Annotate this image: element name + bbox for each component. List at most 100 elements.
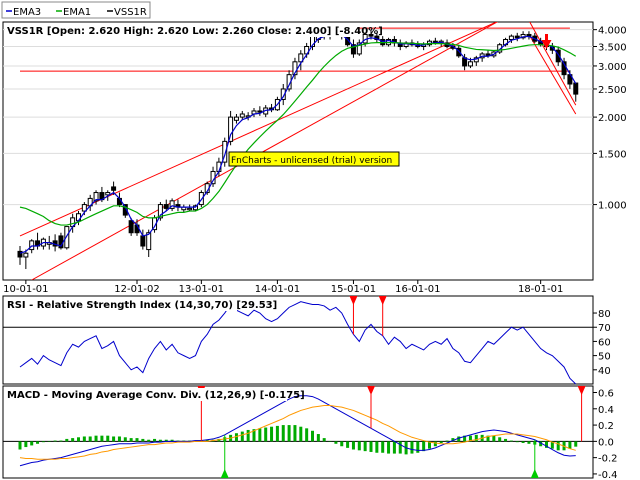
macd-histogram-bar [305,428,309,442]
macd-histogram-bar [30,441,34,446]
macd-signal-arrow-down [577,386,586,395]
candle-body [163,204,169,209]
macd-histogram-bar [205,439,209,442]
line-signal [19,405,576,460]
macd-histogram-bar [316,434,320,442]
macd-signal-arrow-up [530,469,539,478]
macd-histogram-bar [129,438,133,442]
macd-histogram-bar [428,441,431,449]
candle-body [187,207,193,211]
line-macd [19,395,576,467]
line-rsi [19,301,577,385]
candle-body [514,35,520,39]
trendline [529,22,577,106]
candle-body [64,226,70,249]
macd-histogram-bar [346,441,350,448]
macd-histogram-bar [439,441,443,443]
macd-histogram-bar [275,425,279,442]
macd-histogram-bar [170,439,174,442]
macd-histogram-bar [59,440,63,442]
candle-body [257,110,263,113]
candle-body [374,35,380,40]
price-y-tick-label: 2.500 [598,85,627,96]
macd-histogram-bar [515,441,519,443]
macd-y-tick-label: 0.6 [598,389,614,400]
macd-histogram-bar [369,441,373,452]
legend: EMA3 EMA1 VSS1R [1,1,151,19]
price-title-bg [5,24,357,37]
macd-histogram-bar [264,427,268,442]
rsi-y-axis: 80 70 60 50 40 [593,309,611,377]
macd-histogram-bar [375,441,379,453]
candle-body [17,250,23,258]
macd-histogram-bar [568,441,572,449]
legend-label-ema3: EMA3 [13,7,41,18]
candle-body [122,204,128,216]
candlesticks [17,26,579,270]
macd-histogram-bar [77,437,80,442]
macd-histogram-bar [24,441,28,448]
macd-y-axis: 0.6 0.4 0.2 0.0 -0.2 -0.4 [593,389,618,480]
macd-histogram-bar [112,436,116,442]
rsi-y-tick-label: 60 [598,337,611,348]
macd-histogram-bar [88,436,92,442]
price-y-axis: 4.000 3.500 3.000 2.500 2.000 1.500 1.000 [593,26,627,212]
candle-body [233,116,239,121]
price-y-tick-label: 3.500 [598,42,627,53]
candle-body [105,192,111,196]
macd-histogram-bar [340,441,344,447]
legend-box [1,1,151,19]
price-x-tick-label: 12-01-02 [114,284,159,295]
rsi-series [19,301,577,385]
macd-histogram-bar [474,434,478,442]
candle-body [356,42,362,55]
macd-y-tick-label: -0.2 [598,454,618,465]
price-x-tick-label: 14-01-01 [255,284,300,295]
macd-histogram-bar [574,441,578,447]
rsi-signal-arrow [378,296,387,305]
macd-histogram-bar [240,431,244,442]
macd-histogram-bar [141,438,145,442]
macd-histogram-bar [36,441,40,444]
rsi-title-bg [5,298,237,311]
candle-body [298,53,304,63]
candle-body [198,192,204,206]
price-x-tick-label: 13-01-01 [179,284,224,295]
candle-body [549,45,555,51]
macd-histogram-bar [527,441,531,444]
macd-histogram-bar [71,438,75,442]
rsi-y-tick-label: 70 [598,323,611,334]
macd-histogram-bar [18,441,22,450]
macd-histogram-bar [53,440,57,442]
macd-histogram-bar [556,441,560,451]
macd-histogram-bar [492,435,496,442]
price-x-tick-label: 18-01-01 [518,284,563,295]
macd-histogram-bar [351,441,355,450]
candle-body [169,200,175,209]
macd-y-tick-label: 0.4 [598,405,614,416]
candle-body [228,116,234,142]
candle-body [128,220,134,234]
watermark-text: FnCharts - unlicensed (trial) version [231,156,392,166]
candle-body [93,192,99,202]
macd-histogram-bar [433,441,437,447]
macd-title-bg [5,388,287,401]
candle-body [111,186,117,191]
candle-body [573,82,579,95]
macd-histogram-bar [153,438,157,442]
macd-histogram-bar [328,441,332,442]
watermark-box [228,151,400,167]
macd-histogram-bar [550,441,554,449]
rsi-y-tick-label: 40 [598,366,611,377]
macd-histogram-bar [246,429,250,442]
candle-body [29,240,35,251]
macd-histogram-bar [158,439,162,442]
price-y-tick-label: 1.000 [598,201,627,212]
macd-panel-frame [2,385,594,479]
macd-histogram-bar [363,441,367,452]
candle-body [368,33,374,37]
macd-histogram-bar [457,436,461,442]
candle-body [280,88,286,100]
macd-histogram-bar [41,441,45,443]
